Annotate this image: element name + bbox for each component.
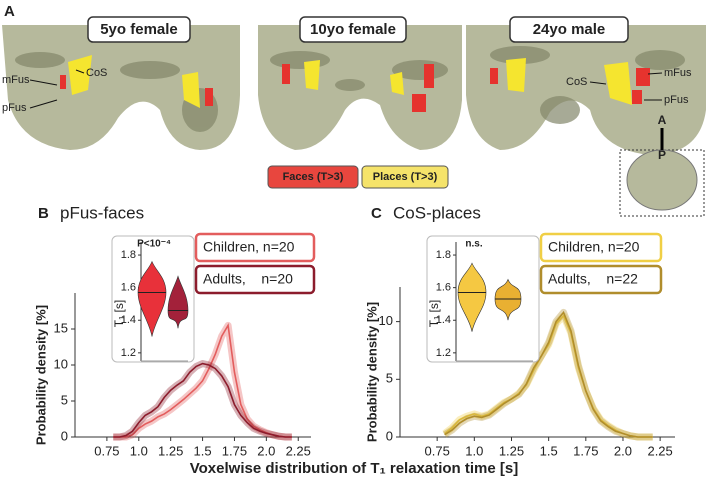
x-tick-label: 2.0 (257, 443, 275, 458)
brain-labels: 5yo female 10yo female 24yo male (87, 16, 629, 43)
legend-box (194, 232, 316, 263)
x-tick-label: 1.75 (573, 443, 598, 458)
places-activation (68, 55, 632, 108)
orientation-label: A (658, 113, 667, 127)
annotation: CoS (86, 67, 107, 79)
x-tick-label: 1.0 (465, 443, 483, 458)
legend-swatch (267, 165, 359, 189)
line (113, 362, 292, 438)
legend-box (539, 264, 663, 295)
x-tick-label: 0.75 (425, 443, 450, 458)
brain-label: 10yo female (310, 21, 396, 38)
annotation: pFus (2, 102, 27, 114)
legend-box (539, 232, 663, 263)
inset-y-tick-label: 1.8 (436, 249, 451, 261)
inset-y-tick-label: 1.4 (121, 314, 136, 326)
panel-label: B (38, 205, 49, 222)
annotation: pFus (664, 94, 689, 106)
y-tick-label: 5 (61, 392, 68, 407)
arrows (29, 69, 663, 109)
line (113, 323, 292, 438)
brain-images (2, 25, 706, 217)
inset-y-tick-label: 1.8 (121, 249, 136, 261)
inset-y-label: T₁ [s] (427, 300, 441, 327)
x-tick-label: 0.75 (94, 443, 119, 458)
panel-label: C (371, 205, 382, 222)
x-tick-label: 1.5 (194, 443, 212, 458)
faces-activation (60, 64, 650, 112)
violin (494, 278, 522, 321)
x-tick-label: 1.75 (222, 443, 247, 458)
inset-y-tick-label: 1.4 (436, 314, 451, 326)
annotation: mFus (2, 74, 30, 86)
inset-y-tick-label: 1.6 (436, 282, 451, 294)
x-tick-label: 2.0 (614, 443, 632, 458)
x-tick-label: 1.25 (158, 443, 183, 458)
chart-title: pFus-faces (60, 203, 144, 222)
line (444, 310, 653, 438)
x-axis-label: Voxelwise distribution of T₁ relaxation … (190, 460, 518, 477)
y-tick-label: 5 (386, 371, 393, 386)
legend-label: Faces (T>3) (283, 171, 344, 183)
label-box (299, 16, 407, 43)
legend-label: Children, n=20 (548, 239, 640, 255)
orientation-label: P (658, 148, 666, 162)
y-tick-label: 0 (386, 428, 393, 443)
label-box (509, 16, 629, 43)
inset-y-tick-label: 1.2 (436, 347, 451, 359)
annotation: mFus (664, 67, 692, 79)
x-tick-label: 1.5 (540, 443, 558, 458)
y-tick-label: 15 (54, 320, 68, 335)
legend-label: Places (T>3) (373, 171, 438, 183)
legend-label: Children, n=20 (203, 239, 295, 255)
brain-surface (466, 25, 706, 155)
y-axis-label: Probability density [%] (364, 302, 379, 442)
panel-label: A (4, 3, 15, 20)
x-tick-label: 2.25 (286, 443, 311, 458)
y-tick-label: 10 (54, 356, 68, 371)
inset-y-tick-label: 1.6 (121, 282, 136, 294)
inset-y-tick-label: 1.2 (121, 347, 136, 359)
brain-label: 5yo female (100, 21, 178, 38)
violin (137, 260, 167, 337)
inset-annotation: P<10⁻⁴ (137, 239, 171, 250)
legend-label: Adults, n=22 (548, 271, 638, 287)
annotation: CoS (566, 76, 587, 88)
inset-annotation: n.s. (465, 239, 482, 250)
x-tick-label: 1.25 (499, 443, 524, 458)
brain-label: 24yo male (533, 21, 606, 38)
violin (457, 262, 487, 332)
legend-swatch (361, 165, 449, 189)
legend-label: Adults, n=20 (203, 271, 293, 287)
legend-box (194, 264, 316, 295)
chart-title: CoS-places (393, 203, 481, 222)
inset-y-label: T₁ [s] (112, 300, 126, 327)
x-tick-label: 1.0 (130, 443, 148, 458)
violin (167, 275, 189, 329)
y-axis-label: Probability density [%] (33, 305, 48, 445)
x-tick-label: 2.25 (647, 443, 672, 458)
y-tick-label: 0 (61, 428, 68, 443)
label-box (87, 16, 191, 43)
y-tick-label: 10 (379, 313, 393, 328)
